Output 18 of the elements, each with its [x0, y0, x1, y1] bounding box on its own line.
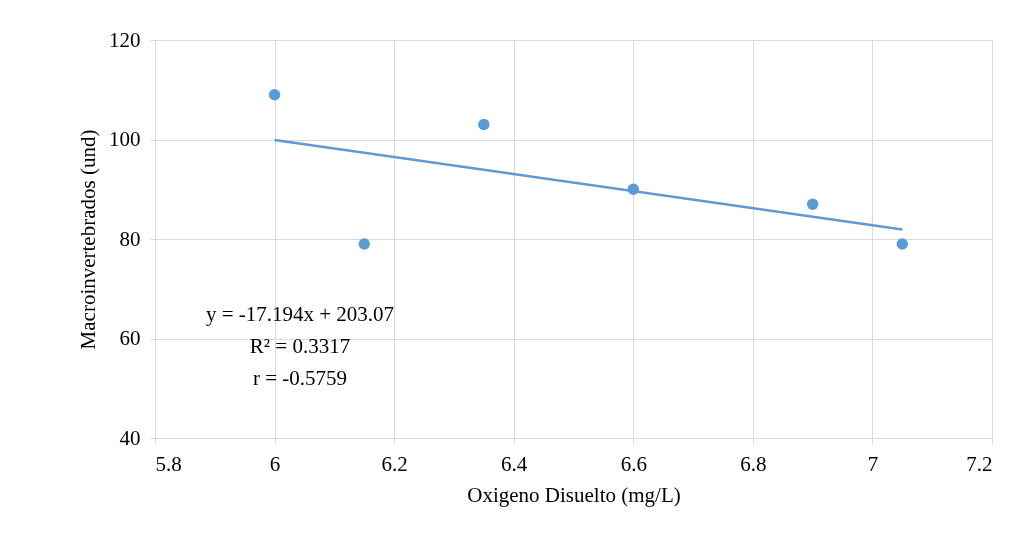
y-tick-label: 80 — [119, 226, 141, 251]
x-axis-title: Oxigeno Disuelto (mg/L) — [467, 482, 681, 507]
x-tick-label: 6.8 — [740, 451, 767, 476]
annotation: y = -17.194x + 203.07 — [205, 302, 395, 326]
y-tick-label: 100 — [109, 127, 141, 151]
x-tick-label: 6.4 — [501, 451, 528, 476]
y-axis-title: Macroinvertebrados (und) — [76, 129, 100, 350]
x-tick-label: 6.2 — [381, 451, 408, 476]
annotation: R² = 0.3317 — [249, 334, 351, 358]
x-tick-label: 7.2 — [966, 451, 993, 476]
x-tick-label: 7 — [867, 451, 879, 476]
y-tick-label: 120 — [109, 27, 141, 52]
y-tick-label: 60 — [119, 326, 141, 350]
x-tick-label: 6 — [269, 451, 281, 476]
x-tick-label: 6.6 — [620, 451, 647, 476]
y-tick-label: 40 — [119, 425, 141, 450]
annotation: r = -0.5759 — [252, 366, 348, 390]
x-tick-label: 5.8 — [155, 451, 182, 476]
